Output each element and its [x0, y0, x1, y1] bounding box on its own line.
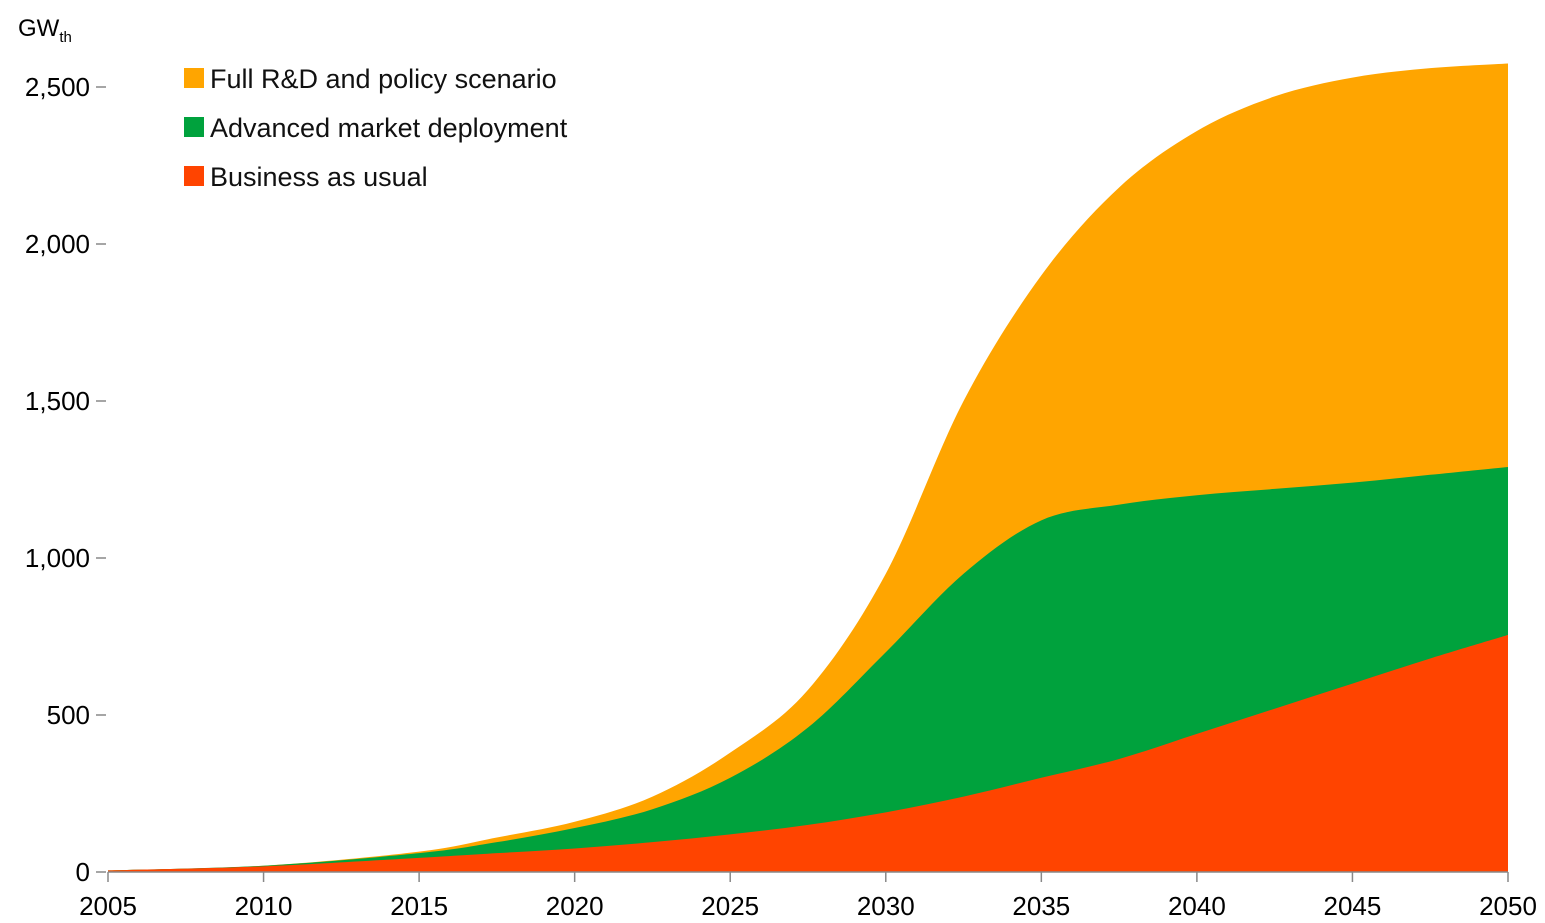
y-tick-label: 0 [76, 857, 90, 887]
legend-item-full-rd-policy: Full R&D and policy scenario [184, 64, 557, 94]
area-business-as-usual [108, 634, 1508, 872]
x-tick-label: 2025 [701, 891, 759, 921]
x-tick-label: 2045 [1324, 891, 1382, 921]
y-tick-label: 1,000 [25, 543, 90, 573]
legend-swatch [184, 117, 204, 137]
legend-swatch [184, 68, 204, 88]
legend-item-advanced-market-deployment: Advanced market deployment [184, 113, 568, 143]
legend: Full R&D and policy scenario Advanced mar… [184, 64, 568, 192]
legend-swatch [184, 166, 204, 186]
y-tick-label: 2,500 [25, 72, 90, 102]
y-axis-unit-label: GWth [18, 15, 72, 46]
x-tick-label: 2030 [857, 891, 915, 921]
x-tick-label: 2020 [546, 891, 604, 921]
legend-label: Advanced market deployment [210, 113, 568, 143]
x-tick-label: 2015 [390, 891, 448, 921]
y-tick-label: 500 [47, 700, 90, 730]
y-tick-label: 1,500 [25, 386, 90, 416]
x-tick-label: 2035 [1012, 891, 1070, 921]
x-tick-label: 2010 [235, 891, 293, 921]
axes-group: 0 500 1,000 1,500 2,000 2,500 2005 2010 2015 2020… [25, 72, 1537, 921]
y-tick-label: 2,000 [25, 229, 90, 259]
x-tick-label: 2040 [1168, 891, 1226, 921]
x-tick-label: 2050 [1479, 891, 1537, 921]
legend-label: Business as usual [210, 162, 428, 192]
legend-label: Full R&D and policy scenario [210, 64, 557, 94]
area-series-group [108, 63, 1508, 872]
x-tick-label: 2005 [79, 891, 137, 921]
legend-item-business-as-usual: Business as usual [184, 162, 428, 192]
